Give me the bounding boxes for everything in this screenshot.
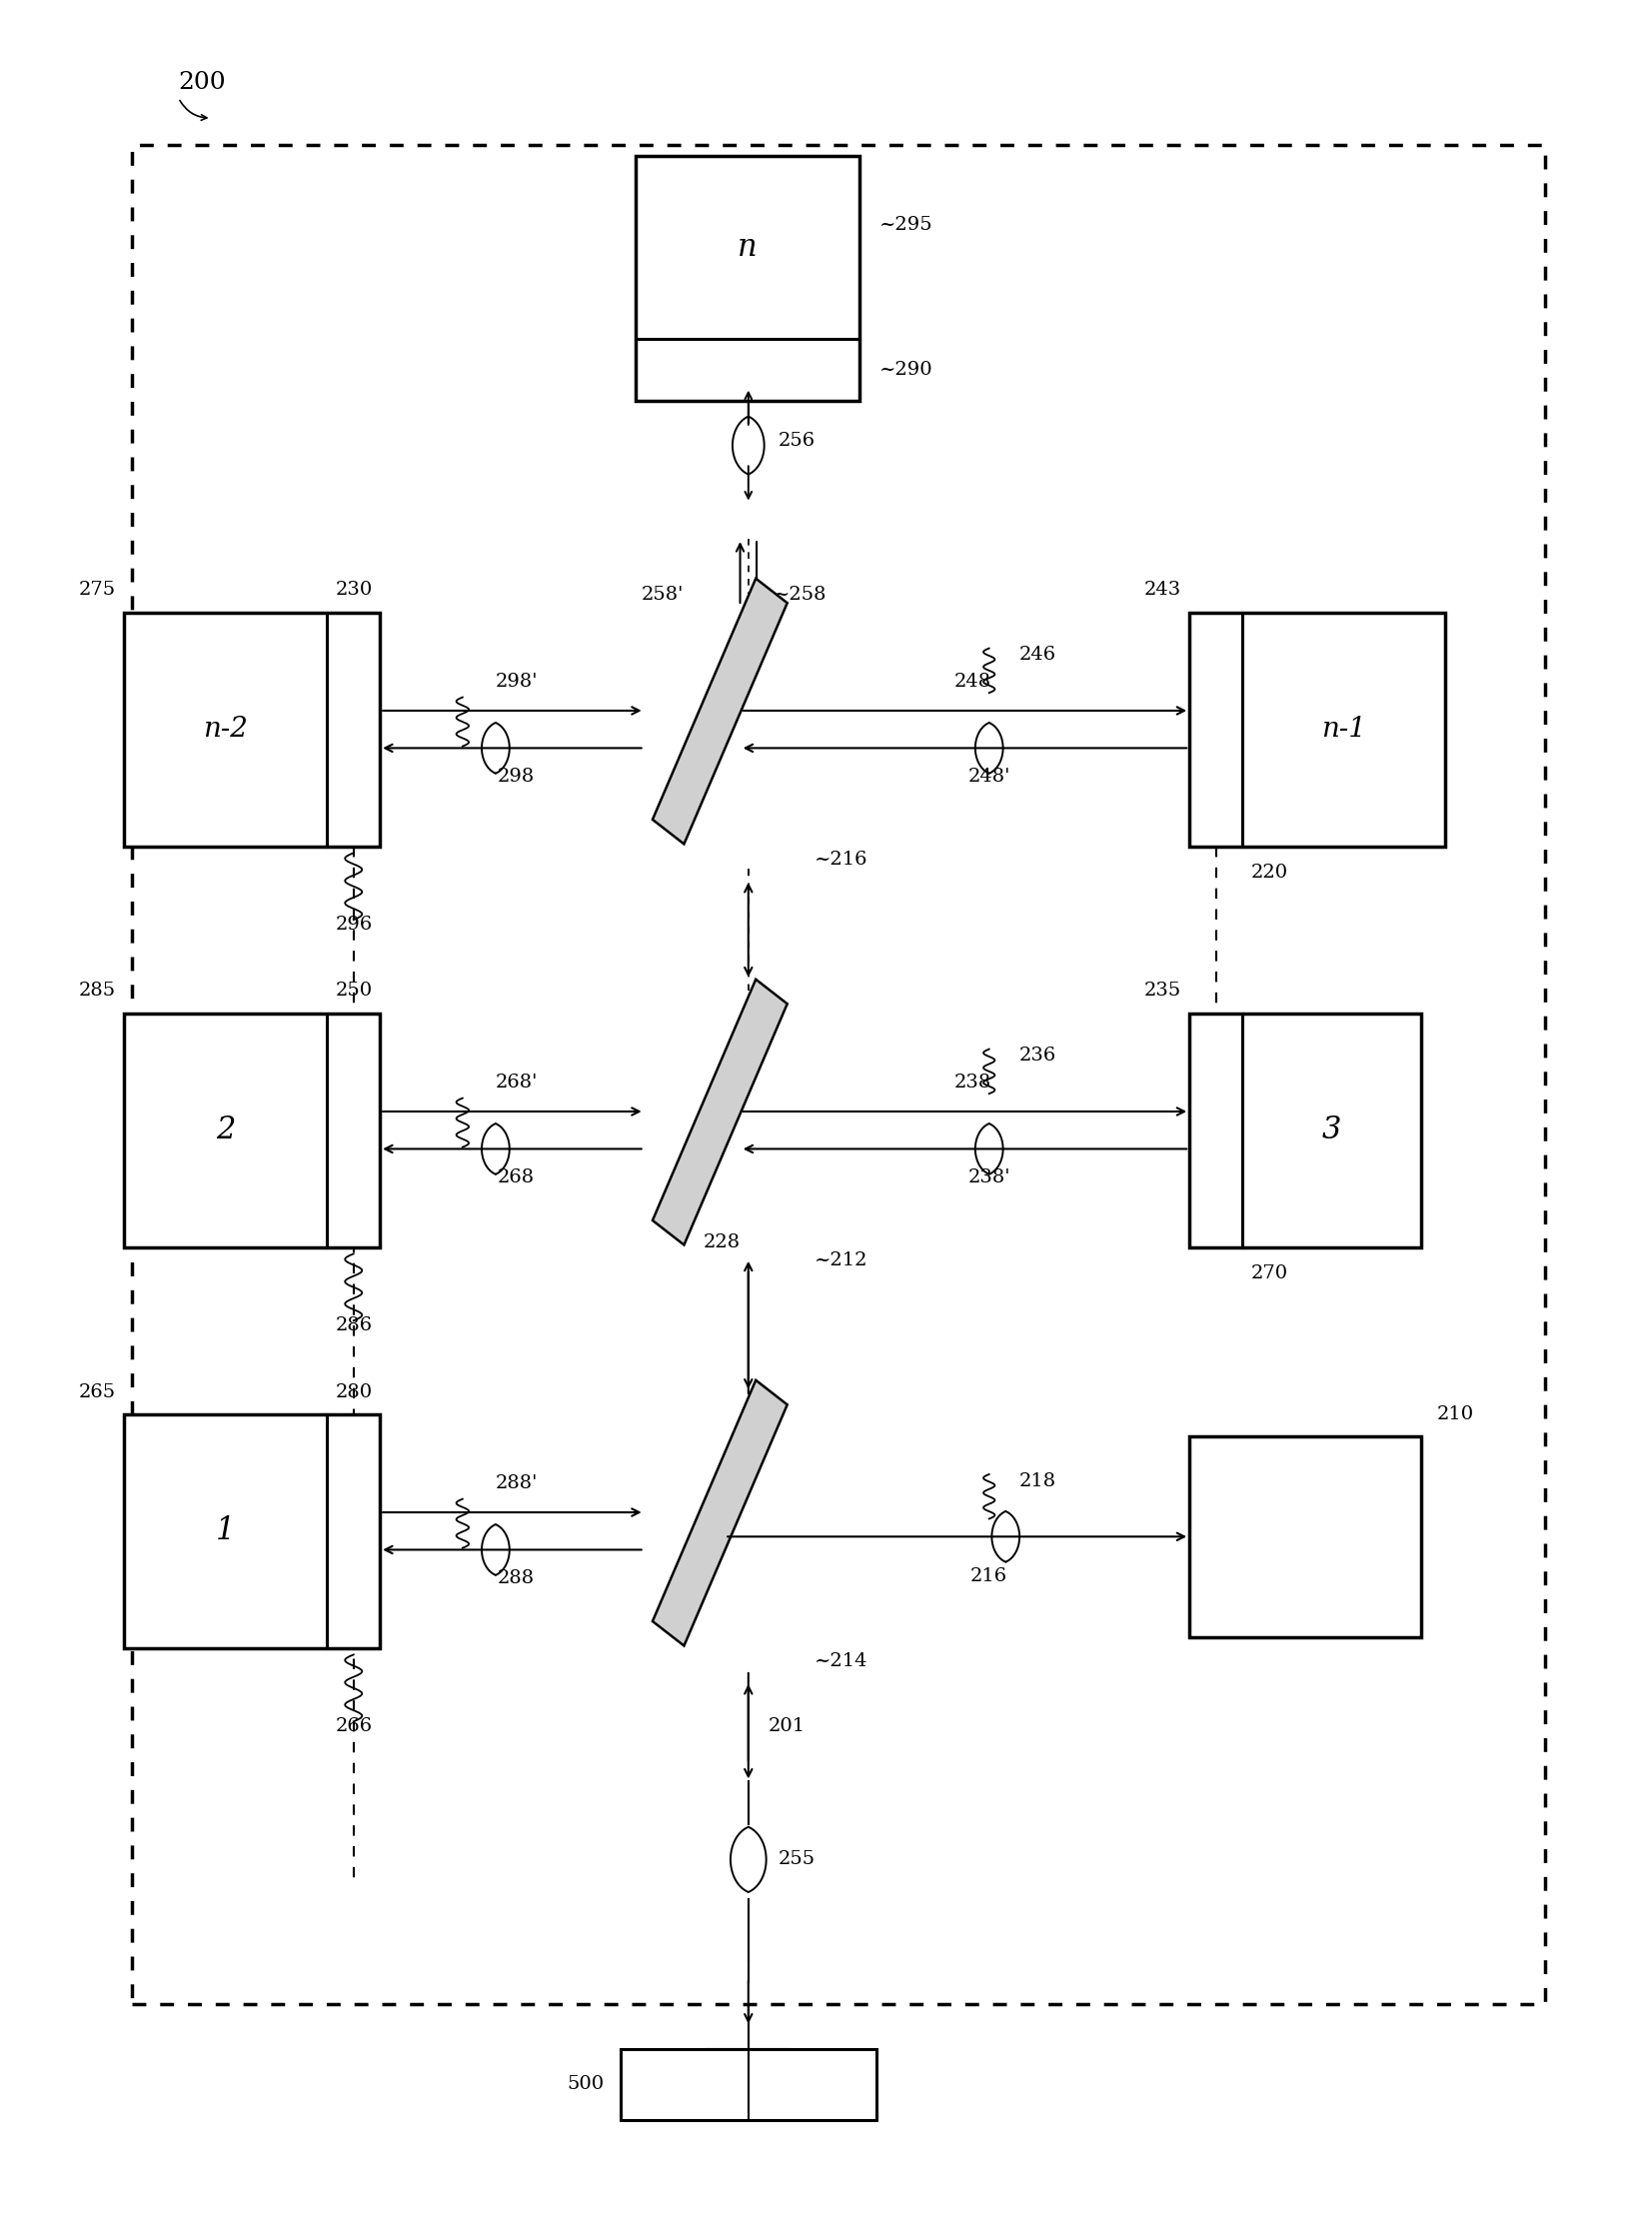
Text: 238': 238' bbox=[968, 1169, 1011, 1187]
Polygon shape bbox=[1189, 1436, 1421, 1637]
Text: 500: 500 bbox=[567, 2076, 605, 2093]
Text: n-1: n-1 bbox=[1322, 715, 1366, 744]
Text: 266: 266 bbox=[335, 1717, 372, 1735]
Polygon shape bbox=[620, 2049, 876, 2120]
Polygon shape bbox=[653, 579, 788, 844]
Text: 280: 280 bbox=[335, 1383, 372, 1401]
Text: 288: 288 bbox=[497, 1570, 535, 1588]
Text: 216: 216 bbox=[971, 1568, 1008, 1586]
Text: 238: 238 bbox=[953, 1073, 991, 1091]
Text: 200: 200 bbox=[178, 71, 226, 94]
Text: 236: 236 bbox=[1019, 1047, 1056, 1065]
Polygon shape bbox=[124, 1414, 380, 1648]
Text: ~214: ~214 bbox=[814, 1652, 867, 1670]
Text: n-2: n-2 bbox=[203, 715, 248, 744]
Text: 265: 265 bbox=[79, 1383, 116, 1401]
Text: 298: 298 bbox=[497, 768, 535, 786]
Text: 220: 220 bbox=[1251, 864, 1287, 882]
Polygon shape bbox=[124, 1013, 380, 1247]
Text: 248: 248 bbox=[955, 673, 991, 690]
Text: 248': 248' bbox=[968, 768, 1011, 786]
Text: 268: 268 bbox=[497, 1169, 535, 1187]
Text: 255: 255 bbox=[778, 1851, 814, 1868]
Text: 288': 288' bbox=[496, 1474, 537, 1492]
Polygon shape bbox=[1189, 1013, 1421, 1247]
Text: 298': 298' bbox=[496, 673, 537, 690]
Text: 243: 243 bbox=[1143, 581, 1181, 599]
Polygon shape bbox=[1189, 612, 1446, 846]
Polygon shape bbox=[653, 1381, 788, 1646]
Text: 270: 270 bbox=[1251, 1265, 1287, 1283]
Text: 210: 210 bbox=[1437, 1405, 1474, 1423]
Polygon shape bbox=[636, 156, 859, 401]
Text: 2: 2 bbox=[216, 1116, 235, 1145]
Text: 250: 250 bbox=[335, 982, 372, 1000]
Text: 296: 296 bbox=[335, 915, 373, 933]
Text: 3: 3 bbox=[1322, 1116, 1341, 1145]
Text: 230: 230 bbox=[335, 581, 373, 599]
Text: 218: 218 bbox=[1019, 1472, 1056, 1490]
Text: 246: 246 bbox=[1019, 646, 1056, 664]
Text: ~212: ~212 bbox=[814, 1252, 867, 1269]
Text: 1: 1 bbox=[216, 1517, 235, 1546]
Polygon shape bbox=[653, 980, 788, 1245]
Text: 235: 235 bbox=[1143, 982, 1181, 1000]
Text: 258': 258' bbox=[641, 586, 684, 604]
Polygon shape bbox=[124, 612, 380, 846]
Text: 201: 201 bbox=[768, 1717, 805, 1735]
Text: 228: 228 bbox=[704, 1234, 740, 1252]
Text: 286: 286 bbox=[335, 1316, 372, 1334]
Text: 275: 275 bbox=[79, 581, 116, 599]
Text: ~216: ~216 bbox=[814, 851, 867, 869]
Text: ~295: ~295 bbox=[879, 216, 932, 234]
Text: 285: 285 bbox=[79, 982, 116, 1000]
Text: n: n bbox=[738, 232, 757, 263]
Text: ~258: ~258 bbox=[773, 586, 826, 604]
Text: 256: 256 bbox=[778, 432, 814, 450]
Text: 268': 268' bbox=[496, 1073, 537, 1091]
Text: ~290: ~290 bbox=[879, 361, 932, 379]
